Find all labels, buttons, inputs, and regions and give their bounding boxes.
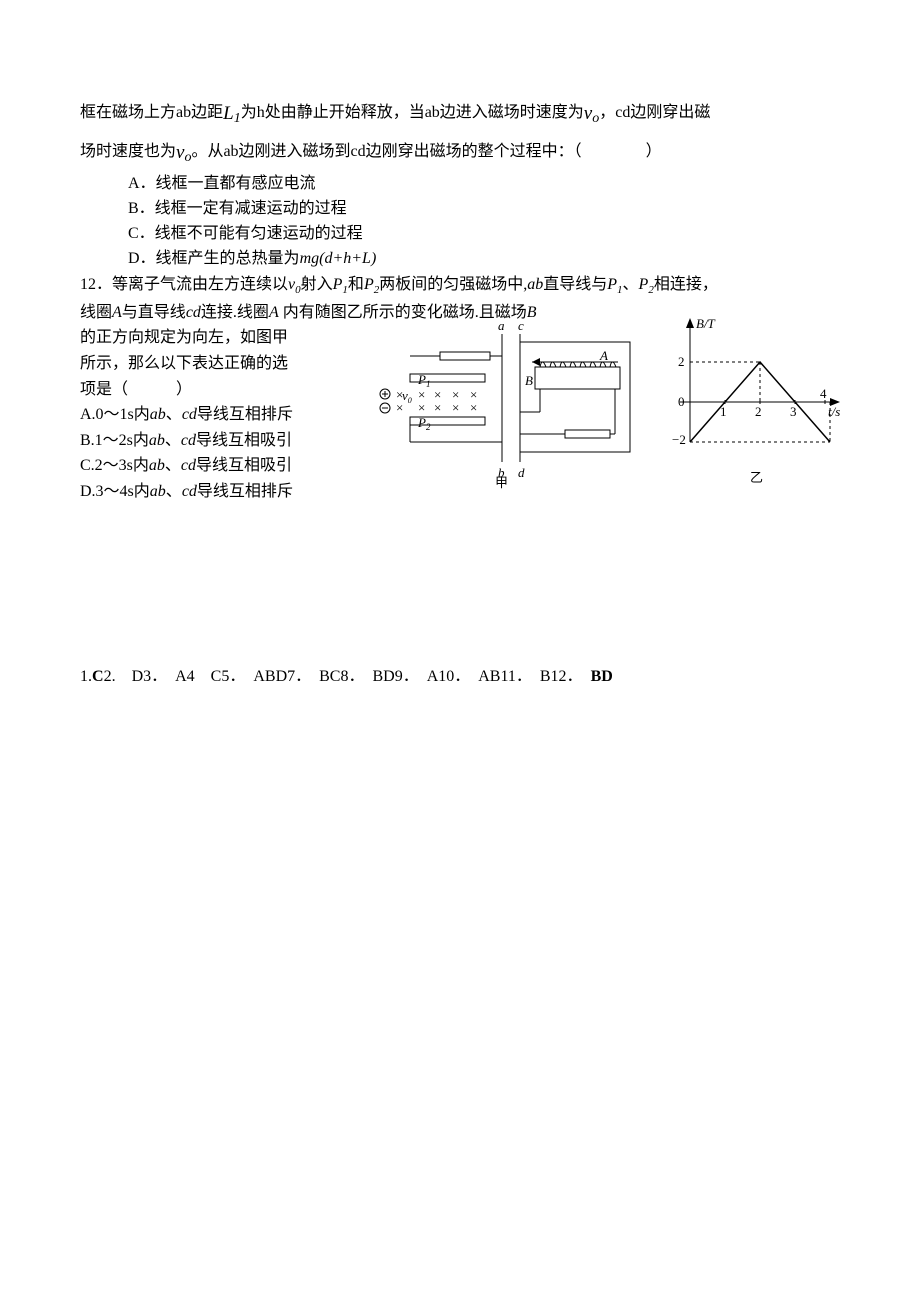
question-12: 12．等离子气流由左方连续以v0射入P1和P2两板间的匀强磁场中,ab直导线与P…: [80, 272, 840, 505]
svg-text:B/T: B/T: [696, 316, 716, 331]
q12-option-a: A.0～1s内ab、cd导线互相排斥: [80, 402, 350, 428]
answer-key: 1.C2. D3． A4 C5． ABD7． BC8． BD9． A10． AB…: [80, 665, 840, 689]
svg-text:2: 2: [678, 354, 685, 369]
figure-q12: a c b P1: [370, 312, 850, 492]
svg-text:c: c: [518, 318, 524, 333]
q11-line2: 场时速度也为vo。从ab边刚进入磁场到cd边刚穿出磁场的整个过程中：（ ）: [80, 139, 840, 168]
svg-text:4: 4: [820, 386, 827, 401]
text-fragment: 框在磁场上方ab边距: [80, 104, 223, 121]
graph-BT: B/T t/s 2 0 −2 1 2 3 4: [672, 316, 840, 485]
svg-text:−2: −2: [672, 432, 686, 447]
option-a: A．线框一直都有感应电流: [128, 172, 840, 196]
svg-text:2: 2: [755, 404, 762, 419]
var-vo: vo: [584, 103, 599, 124]
svg-text:×: ×: [434, 400, 441, 415]
text-fragment: ，cd边刚穿出磁: [599, 104, 710, 121]
var-vo: vo: [176, 142, 191, 163]
q12-option-d: D.3～4s内ab、cd导线互相排斥: [80, 479, 350, 505]
svg-text:3: 3: [790, 404, 797, 419]
svg-text:×: ×: [452, 400, 459, 415]
q12-line1: 12．等离子气流由左方连续以v0射入P1和P2两板间的匀强磁场中,ab直导线与P…: [80, 272, 840, 300]
svg-text:d: d: [518, 465, 525, 480]
q12-left-column: 的正方向规定为向左，如图甲 所示，那么以下表达正确的选 项是（ ） A.0～1s…: [80, 325, 350, 504]
svg-text:×: ×: [418, 400, 425, 415]
question-11-remainder: 框在磁场上方ab边距L1为h处由静止开始释放，当ab边进入磁场时速度为vo，cd…: [80, 100, 840, 271]
svg-text:×: ×: [470, 400, 477, 415]
q11-line1: 框在磁场上方ab边距L1为h处由静止开始释放，当ab边进入磁场时速度为vo，cd…: [80, 100, 840, 129]
svg-text:A: A: [599, 348, 608, 363]
svg-text:B: B: [525, 373, 533, 388]
svg-text:×: ×: [396, 400, 403, 415]
svg-text:P2: P2: [417, 415, 431, 432]
svg-text:0: 0: [678, 394, 685, 409]
q12-line4: 所示，那么以下表达正确的选: [80, 351, 350, 377]
svg-text:v0: v0: [402, 388, 412, 405]
option-c: C．线框不可能有匀速运动的过程: [128, 222, 840, 246]
svg-text:乙: 乙: [750, 470, 763, 485]
q11-options: A．线框一直都有感应电流 B．线框一定有减速运动的过程 C．线框不可能有匀速运动…: [80, 172, 840, 271]
text-fragment: 。从ab边刚进入磁场到cd边刚穿出磁场的整个过程中：（ ）: [191, 143, 661, 160]
circuit-diagram: a c b P1: [380, 318, 630, 490]
q12-option-b: B.1～2s内ab、cd导线互相吸引: [80, 428, 350, 454]
q12-line5: 项是（ ）: [80, 377, 350, 403]
answer-1: C: [92, 668, 104, 685]
var-L1: L1: [223, 103, 241, 124]
q12-line3: 的正方向规定为向左，如图甲: [80, 325, 350, 351]
answer-12: BD: [591, 668, 613, 685]
option-d: D．线框产生的总热量为mg(d+h+L): [128, 247, 840, 271]
circuit-and-graph-svg: a c b P1: [370, 312, 850, 492]
option-b: B．线框一定有减速运动的过程: [128, 197, 840, 221]
q12-option-c: C.2～3s内ab、cd导线互相吸引: [80, 453, 350, 479]
svg-text:甲: 甲: [495, 475, 508, 490]
text-fragment: 为h处由静止开始释放，当ab边进入磁场时速度为: [241, 104, 584, 121]
text-fragment: 场时速度也为: [80, 143, 176, 160]
svg-text:a: a: [498, 318, 505, 333]
